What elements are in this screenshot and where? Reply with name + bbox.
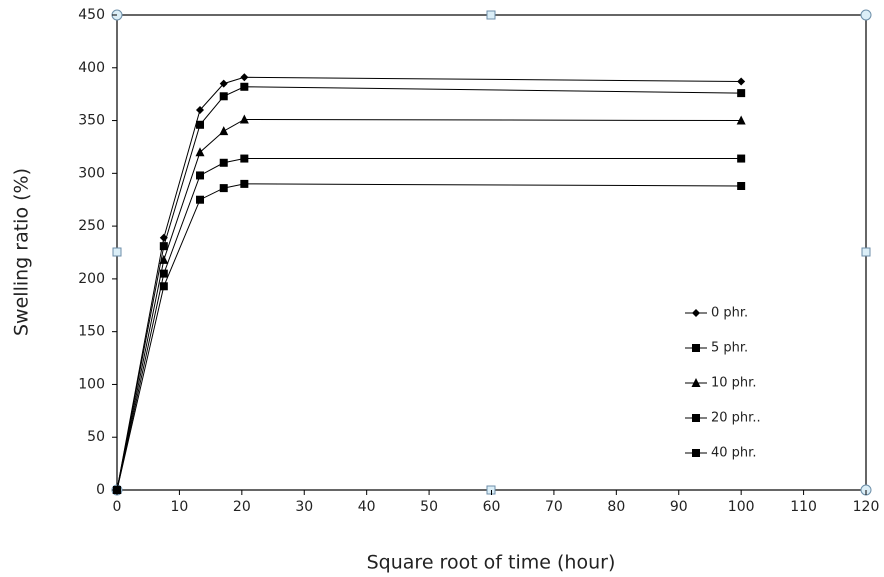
- y-tick-label: 0: [96, 482, 105, 498]
- series-line: [116, 76, 742, 491]
- marker: [240, 82, 249, 91]
- y-tick-label: 250: [78, 218, 105, 234]
- marker: [219, 126, 229, 136]
- marker: [159, 242, 168, 251]
- legend-marker: [692, 414, 700, 422]
- series-line: [116, 183, 742, 491]
- x-tick-label: 100: [728, 499, 755, 515]
- marker: [240, 179, 249, 188]
- y-tick-label: 300: [78, 165, 105, 181]
- series-line: [116, 118, 742, 491]
- legend-marker: [691, 378, 701, 387]
- legend-marker: [692, 449, 700, 457]
- x-tick-label: 0: [113, 499, 122, 515]
- x-tick-label: 30: [295, 499, 313, 515]
- x-tick-label: 110: [790, 499, 817, 515]
- marker: [159, 282, 168, 291]
- marker: [736, 115, 746, 125]
- marker: [737, 89, 746, 98]
- y-tick-label: 350: [78, 113, 105, 129]
- marker: [113, 486, 121, 494]
- marker: [737, 77, 746, 86]
- marker: [239, 114, 249, 124]
- marker: [196, 195, 205, 204]
- legend-text: 40 phr.: [711, 446, 756, 461]
- y-tick-label: 150: [78, 324, 105, 340]
- marker: [159, 254, 169, 264]
- x-tick-label: 80: [607, 499, 625, 515]
- x-tick-label: 40: [358, 499, 376, 515]
- marker: [219, 158, 228, 167]
- series-line: [116, 158, 742, 491]
- marker: [219, 184, 228, 193]
- marker: [196, 106, 205, 114]
- x-tick-label: 50: [420, 499, 438, 515]
- x-axis-title: Square root of time (hour): [367, 552, 616, 574]
- marker: [159, 269, 168, 278]
- legend-marker: [692, 344, 700, 352]
- y-tick-label: 450: [78, 7, 105, 23]
- legend-text: 5 phr.: [711, 341, 748, 356]
- marker: [240, 73, 249, 82]
- marker: [195, 147, 205, 157]
- x-tick-label: 120: [853, 499, 880, 515]
- x-tick-label: 60: [483, 499, 501, 515]
- selection-handles: [111, 9, 872, 496]
- marker: [219, 92, 228, 101]
- y-tick-label: 100: [78, 376, 105, 392]
- marker: [196, 120, 205, 129]
- x-tick-label: 20: [233, 499, 251, 515]
- y-tick-label: 400: [78, 60, 105, 76]
- legend-text: 10 phr.: [711, 376, 756, 391]
- x-tick-label: 10: [171, 499, 189, 515]
- marker: [737, 182, 746, 190]
- y-tick-label: 50: [87, 429, 105, 445]
- x-tick-label: 70: [545, 499, 563, 515]
- legend-text: 0 phr.: [711, 306, 748, 321]
- legend-text: 20 phr..: [711, 411, 761, 426]
- y-tick-label: 200: [78, 271, 105, 287]
- marker: [240, 154, 249, 163]
- marker: [196, 171, 205, 180]
- series-line: [116, 86, 742, 491]
- marker: [219, 79, 228, 88]
- marker: [737, 154, 746, 163]
- legend-marker: [692, 309, 700, 317]
- y-axis-title: Swelling ratio (%): [11, 168, 33, 336]
- x-tick-label: 90: [670, 499, 688, 515]
